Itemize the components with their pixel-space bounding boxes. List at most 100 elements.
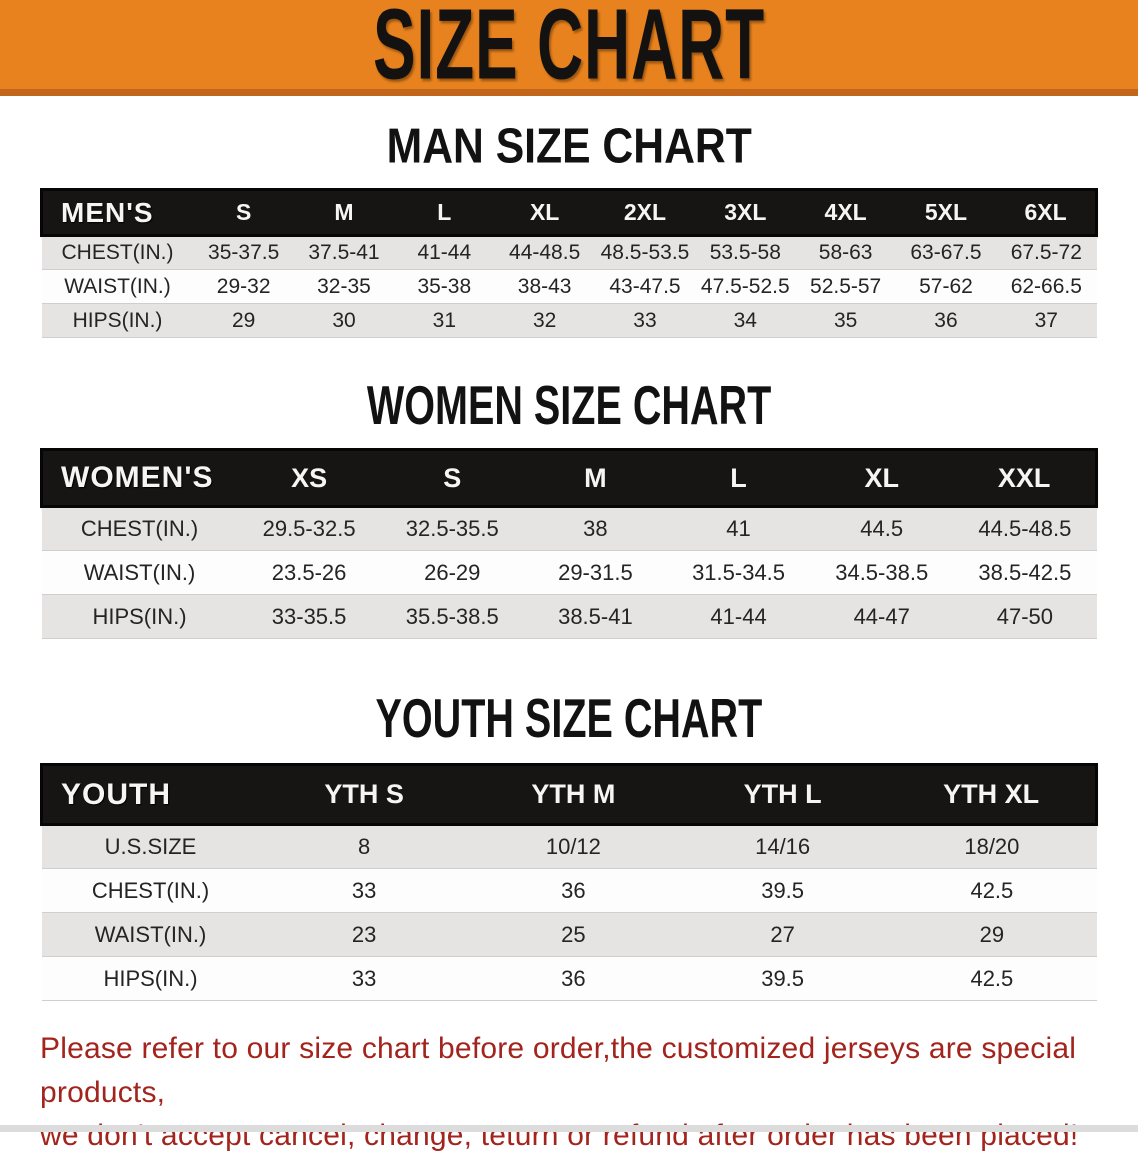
measurement-cell: 30 <box>332 308 356 332</box>
table-group-label: MEN'S <box>61 196 154 228</box>
measurement-cell: 36 <box>561 965 586 991</box>
size-column-header: L <box>437 199 452 225</box>
measurement-row: CHEST(IN.) 33 36 39.5 42.5 <box>41 868 1097 913</box>
measurement-cell: 41-44 <box>710 603 767 629</box>
measurement-cell: 29 <box>231 308 256 332</box>
measurement-cell: 14/16 <box>755 834 811 859</box>
size-column-header: M <box>334 199 354 225</box>
men-size-section: MAN SIZE CHART MEN'S S M L XL 2XL 3XL 4XL 5XL 6XL… <box>0 119 1138 338</box>
size-column-header: YTH S <box>324 779 404 809</box>
measurement-cell: 33-35.5 <box>271 603 347 629</box>
table-header-row: YOUTH YTH S YTH M YTH L YTH XL <box>41 764 1097 825</box>
image-bottom-edge <box>0 1125 1138 1132</box>
measurement-cell: 32-35 <box>317 274 371 298</box>
measurement-row-label: CHEST(IN.) <box>61 241 174 264</box>
measurement-cell: 26-29 <box>424 559 481 585</box>
measurement-cell: 36 <box>561 877 586 903</box>
disclaimer-line-1: Please refer to our size chart before or… <box>40 1032 1077 1109</box>
men-section-heading: MAN SIZE CHART <box>0 119 1138 174</box>
youth-section-heading-text: YOUTH SIZE CHART <box>375 687 763 749</box>
measurement-cell: 35-37.5 <box>208 241 280 264</box>
measurement-cell: 42.5 <box>970 965 1014 991</box>
women-section-heading-text: WOMEN SIZE CHART <box>366 374 772 436</box>
banner-title: SIZE CHART <box>373 0 765 101</box>
table-header-row: MEN'S S M L XL 2XL 3XL 4XL 5XL 6XL <box>41 189 1097 236</box>
measurement-cell: 63-67.5 <box>910 241 982 264</box>
measurement-cell: 37.5-41 <box>308 241 380 264</box>
measurement-cell: 23.5-26 <box>271 559 347 585</box>
size-column-header: 2XL <box>623 199 667 225</box>
measurement-cell: 38-43 <box>517 274 572 298</box>
measurement-cell: 52.5-57 <box>810 274 882 298</box>
women-size-section: WOMEN SIZE CHART WOMEN'S XS S M L XL XXL CHEST(… <box>0 374 1138 639</box>
measurement-row: WAIST(IN.) 29-32 32-35 35-38 38-43 43-47.5 47.… <box>41 269 1097 304</box>
measurement-row: WAIST(IN.) 23 25 27 29 <box>41 912 1097 957</box>
measurement-cell: 38.5-42.5 <box>978 559 1072 585</box>
size-column-header: XXL <box>997 462 1051 493</box>
size-column-header: YTH XL <box>943 779 1040 809</box>
measurement-cell: 27 <box>770 921 795 947</box>
measurement-cell: 34.5-38.5 <box>835 559 929 585</box>
size-column-header: YTH M <box>531 779 616 809</box>
measurement-row: CHEST(IN.) 29.5-32.5 32.5-35.5 38 41 44.5 44.5… <box>41 506 1097 551</box>
size-column-header: S <box>443 462 462 493</box>
measurement-cell: 32.5-35.5 <box>405 516 499 541</box>
measurement-cell: 29.5-32.5 <box>262 516 356 541</box>
measurement-row-label: WAIST(IN.) <box>83 559 196 585</box>
measurement-cell: 8 <box>358 834 371 859</box>
measurement-row-label: HIPS(IN.) <box>92 603 187 629</box>
measurement-cell: 41 <box>726 516 751 541</box>
measurement-cell: 33 <box>633 308 657 332</box>
measurement-row: CHEST(IN.) 35-37.5 37.5-41 41-44 44-48.5 48.5… <box>41 235 1097 270</box>
measurement-cell: 36 <box>934 308 958 332</box>
measurement-cell: 67.5-72 <box>1010 241 1082 264</box>
disclaimer-line-2: we don't accept cancel, change, teturn o… <box>40 1119 1079 1152</box>
women-size-table: WOMEN'S XS S M L XL XXL CHEST(IN.) 29.5-32.5 32.5… <box>40 448 1098 639</box>
measurement-row-label: HIPS(IN.) <box>103 965 198 991</box>
measurement-cell: 38 <box>583 516 608 541</box>
youth-size-table: YOUTH YTH S YTH M YTH L YTH XL U.S.SIZE 8 10/12… <box>40 763 1098 1001</box>
measurement-cell: 48.5-53.5 <box>600 241 690 264</box>
size-column-header: XL <box>864 462 899 493</box>
size-column-header: 4XL <box>824 199 867 225</box>
measurement-cell: 39.5 <box>761 965 805 991</box>
size-column-header: M <box>584 462 607 493</box>
measurement-cell: 23 <box>351 921 377 947</box>
men-section-heading-text: MAN SIZE CHART <box>386 119 752 174</box>
measurement-cell: 38.5-41 <box>558 603 633 629</box>
men-size-table: MEN'S S M L XL 2XL 3XL 4XL 5XL 6XL CHEST(IN.) 35-37… <box>40 188 1098 338</box>
measurement-row-label: U.S.SIZE <box>104 834 197 859</box>
measurement-cell: 39.5 <box>761 877 805 903</box>
measurement-cell: 37 <box>1034 308 1058 332</box>
measurement-row-label: WAIST(IN.) <box>94 921 207 947</box>
measurement-row: HIPS(IN.) 33-35.5 35.5-38.5 38.5-41 41-44 44-… <box>41 594 1097 639</box>
measurement-cell: 10/12 <box>545 834 601 859</box>
measurement-cell: 35 <box>833 308 858 332</box>
women-section-heading: WOMEN SIZE CHART <box>0 374 1138 435</box>
measurement-cell: 44.5 <box>860 516 904 541</box>
table-header-row: WOMEN'S XS S M L XL XXL <box>41 449 1097 507</box>
measurement-cell: 47-50 <box>996 603 1054 629</box>
measurement-cell: 35-38 <box>417 274 472 298</box>
measurement-cell: 44.5-48.5 <box>978 516 1072 541</box>
measurement-row-label: HIPS(IN.) <box>72 308 163 332</box>
measurement-cell: 33 <box>351 877 377 903</box>
measurement-row: HIPS(IN.) 29 30 31 32 33 34 35 36 37 <box>41 303 1097 338</box>
measurement-cell: 42.5 <box>970 877 1014 903</box>
measurement-cell: 62-66.5 <box>1010 274 1082 298</box>
size-column-header: XL <box>529 199 560 225</box>
measurement-cell: 43-47.5 <box>609 274 681 298</box>
measurement-cell: 58-63 <box>818 241 873 264</box>
measurement-cell: 53.5-58 <box>709 241 781 264</box>
table-group-label: YOUTH <box>61 777 171 811</box>
measurement-cell: 29-31.5 <box>558 559 633 585</box>
size-column-header: YTH L <box>743 779 822 809</box>
measurement-row-label: CHEST(IN.) <box>91 877 210 903</box>
measurement-cell: 44-47 <box>853 603 910 629</box>
measurement-cell: 41-44 <box>417 241 472 264</box>
order-disclaimer: Please refer to our size chart before or… <box>40 1027 1100 1158</box>
measurement-cell: 29-32 <box>216 274 271 298</box>
measurement-row-label: WAIST(IN.) <box>64 274 171 298</box>
size-column-header: S <box>235 199 252 225</box>
measurement-row: WAIST(IN.) 23.5-26 26-29 29-31.5 31.5-34.5 34… <box>41 550 1097 595</box>
